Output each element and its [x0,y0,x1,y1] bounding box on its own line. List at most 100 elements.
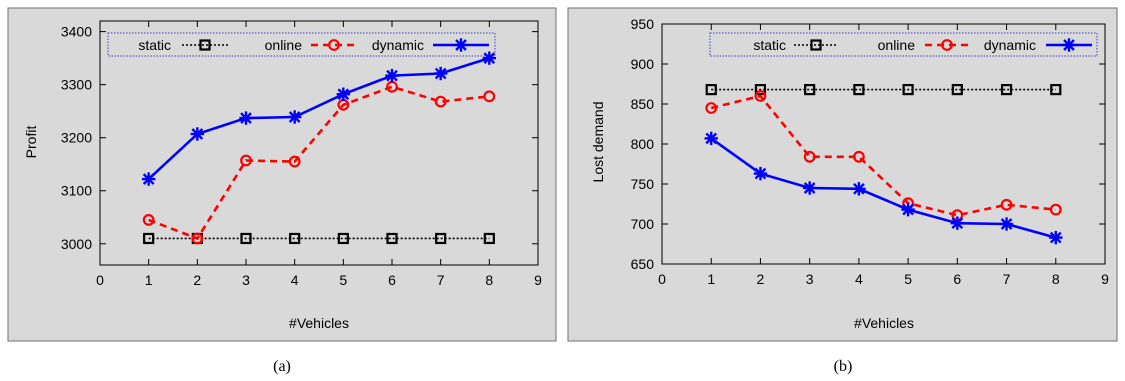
data-point-online [1049,203,1062,216]
legend-label-static: static [138,37,171,53]
data-point-online [483,90,496,103]
data-point-dynamic [482,51,497,65]
legend-box [709,32,1098,57]
legend-box [107,32,496,57]
data-point-dynamic [385,68,399,83]
legend-label-dynamic: dynamic [372,37,424,53]
data-point-static [1050,83,1062,96]
plot-area [99,20,539,266]
data-point-online [142,214,155,226]
x-tick-label: 8 [485,272,493,288]
data-point-static [240,232,252,245]
series-group [704,83,1063,245]
data-point-static [754,83,767,96]
data-point-dynamic [239,111,253,125]
legend-marker-static [199,39,211,51]
legend-marker-online [941,39,953,51]
y-tick-label: 650 [631,256,655,272]
legend-label-online: online [265,37,303,53]
data-point-static [804,83,816,96]
data-point-static [337,232,349,245]
chart-panel-a: Profit #Vehicles (a) 0 1 2 3 4 5 6 7 8 9 3000 3100 3… [7,7,557,375]
data-point-static [483,232,495,245]
series-line-online [148,85,490,241]
axis-ticks: 0 1 2 3 4 5 6 7 8 9 3000 3100 3200 3300 3400 [61,21,542,288]
x-tick-label: 9 [534,272,542,288]
data-point-online [705,102,718,114]
y-tick-label: 3300 [61,77,92,93]
chart-panel-b: Lost demand #Vehicles (b) 0 1 2 3 4 5 6 7 8 9 650 7… [567,7,1118,375]
data-point-static [853,83,865,96]
data-point-static [289,232,301,245]
data-point-static [143,232,155,245]
legend-marker-dynamic [454,38,468,52]
x-tick-label: 3 [806,271,814,287]
legend-label-static: static [753,37,786,53]
axis-ticks: 0 1 2 3 4 5 6 7 8 9 650 700 750 800 850 900 950 [631,16,1109,287]
y-tick-label: 3400 [61,24,92,40]
series-line-online [710,94,1056,217]
data-point-online [191,232,204,245]
panel-background [7,7,557,342]
legend-marker-static [810,39,822,51]
data-point-online [1000,198,1013,211]
y-tick-label: 850 [631,96,655,112]
data-point-dynamic [802,181,817,195]
x-tick-label: 6 [953,271,961,287]
data-point-dynamic [287,110,302,124]
data-point-dynamic [901,202,915,217]
x-tick-label: 1 [707,271,715,287]
x-tick-label: 9 [1101,271,1109,287]
x-tick-label: 5 [904,271,912,287]
y-tick-label: 3100 [61,183,92,199]
series-line-dynamic [710,137,1057,239]
legend-label-online: online [878,37,916,53]
data-point-online [288,155,301,168]
data-point-dynamic [190,127,205,141]
legend: static online dynamic [753,37,1092,53]
x-tick-label: 4 [291,272,299,288]
data-point-dynamic [999,217,1014,231]
x-tick-label: 0 [658,271,666,287]
x-tick-label: 5 [339,272,347,288]
x-tick-label: 2 [757,271,765,287]
legend: static online dynamic [138,37,489,53]
x-axis-label: #Vehicles [854,315,914,331]
caption-b: (b) [834,358,853,375]
data-point-online [803,150,816,163]
data-point-dynamic [433,66,448,81]
data-point-static [435,232,447,245]
data-point-online [754,90,767,102]
x-tick-label: 1 [145,272,153,288]
data-point-dynamic [141,172,156,186]
x-tick-label: 7 [437,272,445,288]
caption-a: (a) [273,358,291,375]
x-tick-label: 6 [388,272,396,288]
data-point-dynamic [336,87,351,101]
data-point-dynamic [704,131,718,146]
data-point-static [386,232,398,245]
y-tick-label: 800 [631,136,655,152]
data-point-static [705,83,717,96]
y-tick-label: 900 [631,56,655,72]
y-tick-label: 950 [631,16,655,32]
data-point-dynamic [950,216,965,230]
x-axis-label: #Vehicles [289,315,349,331]
data-point-online [240,154,252,167]
legend-marker-online [328,39,340,51]
y-tick-label: 750 [631,176,655,192]
y-axis-label: Lost demand [590,102,606,183]
x-tick-label: 4 [855,271,863,287]
legend-marker-dynamic [1062,38,1076,52]
series-group [141,51,497,245]
data-point-dynamic [753,166,768,181]
data-point-online [434,95,447,108]
x-tick-label: 0 [96,272,104,288]
y-tick-label: 3000 [61,236,92,252]
data-point-static [1000,83,1013,96]
y-tick-label: 700 [631,216,655,232]
x-tick-label: 2 [193,272,201,288]
data-point-online [852,150,865,163]
data-point-dynamic [852,182,866,196]
